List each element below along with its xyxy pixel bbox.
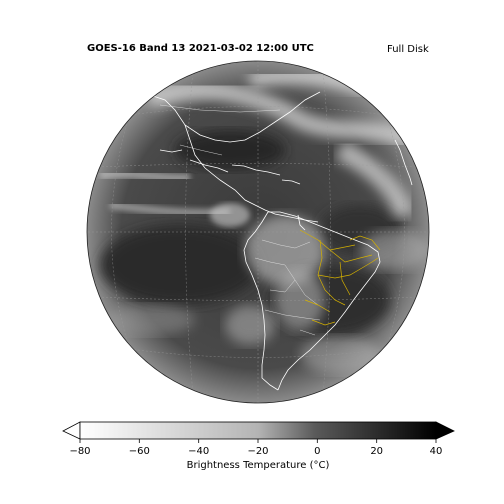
colorbar-gradient <box>79 421 437 440</box>
colorbar-extend-max <box>435 421 455 440</box>
colorbar-tick-label: −40 <box>188 446 210 457</box>
colorbar-tick-label: −80 <box>69 446 91 457</box>
colorbar-tick-label: −20 <box>247 446 269 457</box>
figure-subtitle: Full Disk <box>387 44 429 55</box>
figure-title: GOES-16 Band 13 2021-03-02 12:00 UTC <box>87 43 314 54</box>
colorbar-tick-label: 0 <box>314 446 321 457</box>
colorbar-extend-min <box>62 421 81 440</box>
colorbar-tick-label: −60 <box>128 446 150 457</box>
colorbar-tick-label: 20 <box>370 446 384 457</box>
colorbar-label: Brightness Temperature (°C) <box>186 460 330 471</box>
colorbar-tick-label: 40 <box>429 446 443 457</box>
